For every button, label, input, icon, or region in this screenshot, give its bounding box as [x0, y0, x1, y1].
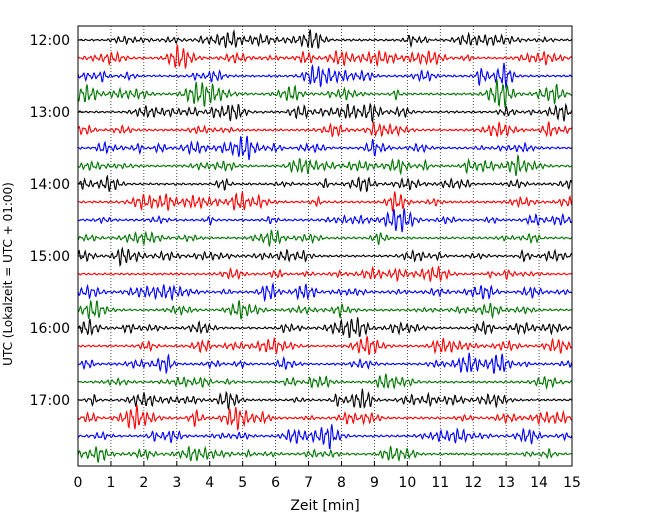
- trace-line: [77, 404, 572, 431]
- x-axis-ticks: 0 1 2 3 4 5 6 7 8 9 10 11 12 13 14 15: [74, 461, 581, 491]
- trace-line: [77, 120, 573, 138]
- x-tick-label: 4: [205, 475, 214, 491]
- x-tick-label: 3: [172, 475, 181, 491]
- trace-line: [77, 265, 573, 283]
- x-tick-label: 11: [431, 475, 449, 491]
- y-axis-ticks: 12:00 13:00 14:00 15:00 16:00 17:00: [30, 33, 83, 409]
- x-tick-label: 15: [563, 475, 581, 491]
- trace-line: [77, 174, 573, 193]
- trace-line: [77, 44, 573, 69]
- x-tick-label: 7: [304, 475, 313, 491]
- trace-line: [77, 317, 572, 339]
- trace-line: [77, 281, 572, 303]
- x-tick-label: 8: [337, 475, 346, 491]
- trace-line: [77, 102, 573, 124]
- trace-line: [77, 246, 573, 268]
- trace-line: [77, 62, 573, 89]
- trace-line: [77, 299, 572, 320]
- x-tick-label: 9: [370, 475, 379, 491]
- plot-frame: [77, 25, 573, 467]
- y-tick-label: 13:00: [30, 105, 70, 121]
- x-tick-label: 14: [530, 475, 548, 491]
- x-axis-label: Zeit [min]: [290, 498, 359, 514]
- x-tick-label: 12: [464, 475, 482, 491]
- x-tick-label: 10: [398, 475, 416, 491]
- trace-line: [77, 352, 573, 375]
- trace-line: [77, 135, 572, 161]
- trace-line: [77, 191, 573, 213]
- trace-line: [77, 373, 573, 391]
- trace-line: [77, 445, 572, 464]
- y-tick-label: 12:00: [30, 33, 70, 49]
- y-tick-label: 14:00: [30, 177, 70, 193]
- y-axis-label: UTC (Lokalzeit = UTC + 01:00): [1, 182, 15, 366]
- y-tick-label: 15:00: [30, 249, 70, 265]
- vertical-gridlines: [110, 26, 540, 466]
- x-tick-label: 13: [497, 475, 515, 491]
- x-tick-label: 2: [139, 475, 148, 491]
- trace-line: [77, 388, 573, 410]
- y-tick-label: 17:00: [30, 393, 70, 409]
- trace-line: [77, 336, 573, 355]
- y-tick-label: 16:00: [30, 321, 70, 337]
- trace-line: [77, 154, 573, 176]
- trace-line: [77, 229, 573, 247]
- x-tick-label: 1: [106, 475, 115, 491]
- trace-line: [77, 79, 573, 108]
- x-tick-label: 0: [74, 475, 83, 491]
- trace-line: [77, 29, 572, 49]
- trace-line: [77, 424, 573, 450]
- helicorder-traces: [77, 29, 573, 464]
- x-tick-label: 6: [271, 475, 280, 491]
- trace-line: [77, 207, 573, 233]
- x-tick-label: 5: [238, 475, 247, 491]
